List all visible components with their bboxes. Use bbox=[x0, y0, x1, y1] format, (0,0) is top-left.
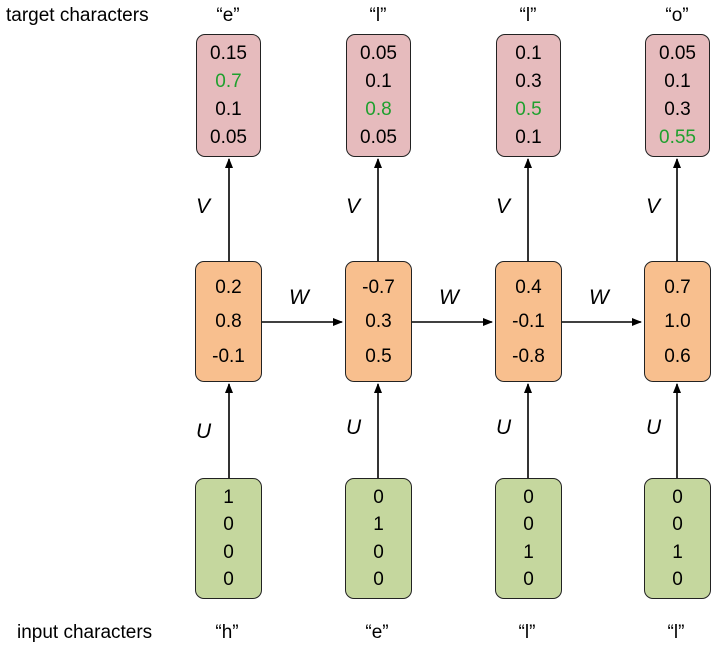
input-box-3: 0 0 1 0 bbox=[495, 478, 562, 599]
output-value: 0.5 bbox=[515, 99, 542, 120]
input-value: 1 bbox=[523, 541, 534, 563]
output-value: 0.3 bbox=[515, 71, 542, 92]
target-char-3: “l” bbox=[519, 5, 537, 26]
input-value: 1 bbox=[373, 514, 384, 536]
hidden-value: 0.4 bbox=[515, 276, 542, 298]
v-label-1: V bbox=[196, 195, 211, 218]
v-label-3: V bbox=[496, 195, 511, 218]
hidden-value: 0.3 bbox=[365, 311, 392, 332]
input-value: 0 bbox=[223, 569, 234, 591]
w-label-1: W bbox=[289, 286, 309, 309]
hidden-box-4: 0.7 1.0 0.6 bbox=[644, 261, 711, 382]
input-box-4: 0 0 1 0 bbox=[644, 478, 711, 599]
output-value: 0.8 bbox=[365, 99, 392, 120]
target-characters-label: target characters bbox=[6, 5, 149, 26]
input-char-3: “l” bbox=[518, 622, 536, 643]
output-value: 0.1 bbox=[515, 127, 542, 148]
output-box-3: 0.1 0.3 0.5 0.1 bbox=[496, 34, 561, 157]
hidden-value: -0.1 bbox=[212, 345, 245, 367]
output-value: 0.05 bbox=[360, 43, 397, 64]
input-value: 0 bbox=[373, 569, 384, 591]
target-char-2: “l” bbox=[369, 5, 387, 26]
hidden-value: 0.8 bbox=[215, 311, 242, 332]
hidden-value: 0.2 bbox=[215, 276, 242, 298]
output-value: 0.55 bbox=[659, 127, 696, 148]
input-value: 0 bbox=[523, 486, 534, 508]
output-value: 0.3 bbox=[664, 99, 691, 120]
target-char-4: “o” bbox=[665, 5, 689, 26]
target-char-1: “e” bbox=[216, 5, 240, 26]
w-label-3: W bbox=[589, 286, 609, 309]
input-box-2: 0 1 0 0 bbox=[345, 478, 412, 599]
v-label-4: V bbox=[646, 195, 661, 218]
hidden-value: 1.0 bbox=[664, 311, 691, 332]
u-label-1: U bbox=[196, 420, 212, 443]
u-label-4: U bbox=[646, 416, 662, 439]
input-char-1: “h” bbox=[215, 622, 239, 643]
output-value: 0.05 bbox=[210, 127, 247, 148]
output-value: 0.1 bbox=[664, 71, 691, 92]
input-value: 0 bbox=[223, 514, 234, 536]
input-value: 0 bbox=[523, 514, 534, 536]
hidden-value: 0.6 bbox=[664, 345, 691, 367]
input-value: 0 bbox=[672, 569, 683, 591]
output-value: 0.1 bbox=[515, 43, 542, 64]
input-char-2: “e” bbox=[365, 622, 389, 643]
input-value: 0 bbox=[373, 541, 384, 563]
input-value: 0 bbox=[672, 514, 683, 536]
output-value: 0.15 bbox=[210, 43, 247, 64]
input-value: 1 bbox=[223, 486, 234, 508]
hidden-box-3: 0.4 -0.1 -0.8 bbox=[495, 261, 562, 382]
input-box-1: 1 0 0 0 bbox=[195, 478, 262, 599]
w-label-2: W bbox=[439, 286, 459, 309]
input-value: 0 bbox=[373, 486, 384, 508]
hidden-value: 0.7 bbox=[664, 276, 691, 298]
hidden-value: -0.1 bbox=[512, 311, 545, 332]
hidden-value: 0.5 bbox=[365, 345, 392, 367]
input-characters-label: input characters bbox=[17, 622, 153, 643]
v-label-2: V bbox=[346, 195, 361, 218]
input-value: 0 bbox=[523, 569, 534, 591]
output-value: 0.1 bbox=[365, 71, 392, 92]
input-value: 0 bbox=[672, 486, 683, 508]
hidden-value: -0.7 bbox=[362, 276, 395, 298]
output-value: 0.05 bbox=[360, 127, 397, 148]
input-value: 0 bbox=[223, 541, 234, 563]
hidden-value: -0.8 bbox=[512, 345, 545, 367]
u-label-3: U bbox=[496, 416, 512, 439]
input-value: 1 bbox=[672, 541, 683, 563]
output-box-2: 0.05 0.1 0.8 0.05 bbox=[346, 34, 411, 157]
output-box-1: 0.15 0.7 0.1 0.05 bbox=[196, 34, 261, 157]
u-label-2: U bbox=[346, 416, 362, 439]
output-value: 0.1 bbox=[215, 99, 242, 120]
output-box-4: 0.05 0.1 0.3 0.55 bbox=[645, 34, 710, 157]
output-value: 0.05 bbox=[659, 43, 696, 64]
hidden-box-1: 0.2 0.8 -0.1 bbox=[195, 261, 262, 382]
hidden-box-2: -0.7 0.3 0.5 bbox=[345, 261, 412, 382]
input-char-4: “l” bbox=[667, 622, 685, 643]
output-value: 0.7 bbox=[215, 71, 242, 92]
